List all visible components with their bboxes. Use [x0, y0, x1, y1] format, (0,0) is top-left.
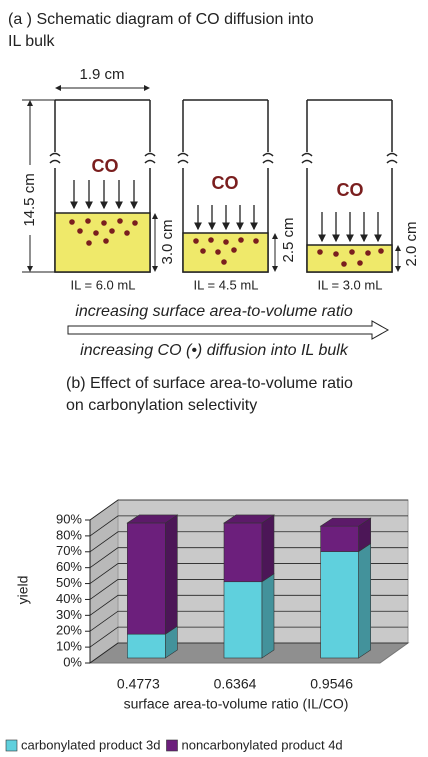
grid-line	[89, 594, 408, 616]
y-tick-label: 70%	[56, 543, 82, 558]
grid-line	[89, 531, 408, 553]
volume-label: IL = 4.5 mL	[194, 277, 259, 292]
y-tick-label: 50%	[56, 575, 82, 590]
gas-label: CO	[92, 156, 119, 176]
x-tick-label: 0.9546	[310, 676, 353, 692]
diagram: (a ) Schematic diagram of CO diffusion i…	[8, 11, 420, 359]
bar-top	[223, 514, 275, 524]
bar-front	[127, 633, 166, 659]
width-label: 1.9 cm	[79, 66, 124, 83]
x-tick-label: 0.4773	[117, 676, 160, 692]
co-dots	[69, 218, 384, 267]
legend-swatch	[166, 739, 178, 752]
x-axis-label: surface area-to-volume ratio (IL/CO)	[124, 696, 349, 712]
y-tick-label: 10%	[56, 639, 82, 654]
grid-line	[89, 579, 408, 600]
gas-label: CO	[337, 180, 364, 200]
break-mark	[301, 152, 398, 164]
bar-front	[223, 581, 263, 659]
y-tick-label: 60%	[56, 559, 82, 574]
height-label: 14.5 cm	[21, 173, 38, 226]
bar-side	[358, 542, 371, 659]
grid-line	[89, 626, 408, 648]
break-mark	[177, 152, 274, 164]
y-tick-label: 20%	[56, 623, 82, 638]
side-wall	[89, 499, 119, 664]
y-axis-label: yield	[15, 576, 31, 605]
grid-line	[89, 499, 408, 521]
beakers	[49, 99, 398, 273]
y-tick-label: 40%	[56, 591, 82, 606]
beaker	[306, 99, 393, 273]
bar-top	[319, 517, 372, 527]
bar-front	[127, 522, 166, 635]
chart: (b) Effect of surface area-to-volume rat…	[5, 375, 410, 752]
legend-swatch	[5, 739, 18, 752]
depth-dimensions	[152, 213, 401, 272]
bar-front	[223, 522, 263, 583]
bar-top	[126, 514, 179, 524]
depth-label: 3.0 cm	[159, 219, 176, 264]
bar	[320, 542, 371, 659]
y-tick-label: 80%	[56, 527, 82, 542]
bar	[127, 625, 178, 659]
bar-side	[261, 573, 275, 659]
x-tick-label: 0.6364	[214, 676, 257, 692]
beaker	[54, 99, 151, 273]
bar	[223, 514, 275, 583]
diagram-title: (a ) Schematic diagram of CO diffusion i…	[8, 11, 314, 28]
diffusion-arrows	[70, 180, 382, 243]
y-tick-label: 0%	[63, 654, 82, 669]
volume-label: IL = 3.0 mL	[318, 277, 383, 292]
grid-line	[89, 547, 408, 568]
beaker	[182, 99, 269, 273]
label-bg	[21, 165, 39, 235]
break-mark	[49, 152, 156, 164]
bar	[319, 517, 372, 553]
y-tick-label: 30%	[56, 607, 82, 622]
liquid	[306, 244, 393, 273]
grid-line	[89, 563, 408, 584]
bar	[223, 573, 275, 659]
arrow-label: increasing CO (•) diffusion into IL bulk	[80, 342, 349, 359]
depth-label: 2.5 cm	[280, 217, 297, 262]
bar-side	[165, 514, 178, 635]
chart-title: on carbonylation selectivity	[66, 397, 257, 414]
grid-line	[89, 642, 408, 664]
diagram-title: IL bulk	[8, 33, 56, 50]
bar-front	[320, 525, 359, 552]
legend-label: carbonylated product 3d	[21, 737, 160, 752]
legend-label: noncarbonylated product 4d	[181, 737, 342, 752]
grid-line	[89, 515, 408, 537]
chart-title: (b) Effect of surface area-to-volume rat…	[66, 375, 353, 392]
bar	[126, 514, 179, 635]
bar-front	[320, 551, 359, 659]
gas-label: CO	[212, 173, 239, 193]
y-tick-label: 90%	[56, 511, 82, 526]
bar-side	[261, 514, 275, 583]
grid-line	[89, 610, 408, 632]
arrow-label: increasing surface area-to-volume ratio	[75, 303, 353, 320]
volume-label: IL = 6.0 mL	[71, 277, 136, 292]
depth-label: 2.0 cm	[403, 221, 420, 266]
trend-arrow	[67, 320, 390, 340]
